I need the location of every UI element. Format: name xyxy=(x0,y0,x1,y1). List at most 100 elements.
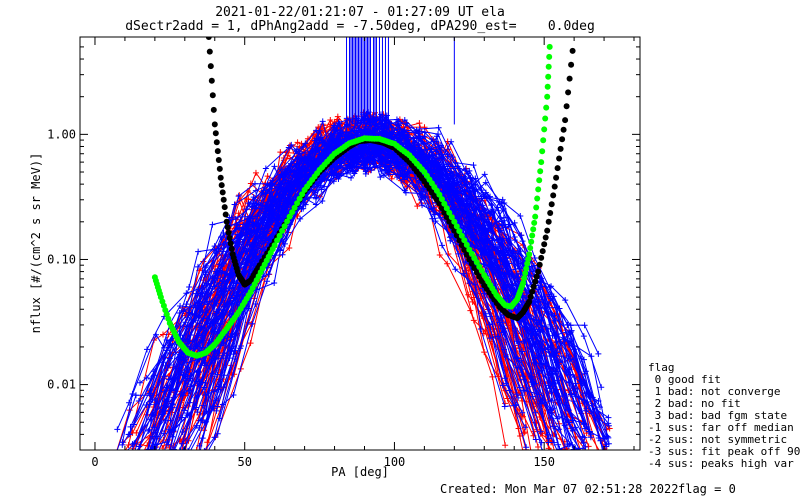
data-point-cross xyxy=(218,269,225,276)
data-point-cross xyxy=(472,188,479,195)
data-point-cross xyxy=(535,444,542,450)
data-point-cross xyxy=(500,214,507,221)
data-point-cross xyxy=(499,382,506,389)
x-tick-label: 50 xyxy=(237,455,251,469)
data-point-cross xyxy=(519,238,526,245)
data-point-cross xyxy=(583,405,590,412)
data-point-cross xyxy=(514,278,521,285)
fit-dot xyxy=(547,210,554,216)
fit-dot xyxy=(544,227,551,234)
data-point-cross xyxy=(444,188,451,195)
data-point-cross xyxy=(499,325,506,332)
data-point-cross xyxy=(160,331,166,338)
data-point-cross xyxy=(556,452,562,458)
fit-dot xyxy=(228,245,235,252)
data-point-cross xyxy=(263,207,270,214)
data-point-cross xyxy=(431,211,438,218)
data-point-cross xyxy=(580,333,587,340)
data-point-cross xyxy=(513,401,520,408)
data-point-cross xyxy=(132,451,138,457)
legend-item: -4 sus: peaks high var xyxy=(648,457,794,470)
data-point-cross xyxy=(555,441,562,448)
data-point-cross xyxy=(537,428,544,435)
data-point-cross xyxy=(144,346,151,353)
data-point-cross xyxy=(528,326,535,333)
data-point-cross xyxy=(150,452,156,458)
data-point-cross xyxy=(187,447,189,450)
data-point-cross xyxy=(351,170,358,177)
fit-dot xyxy=(451,218,458,225)
data-point-cross xyxy=(489,373,496,380)
data-point-cross xyxy=(209,221,216,228)
data-point-cross xyxy=(278,171,285,178)
data-point-cross xyxy=(551,312,558,319)
legend-item: -2 sus: not symmetric xyxy=(648,433,787,446)
data-point-cross xyxy=(166,355,173,362)
data-point-cross xyxy=(433,138,440,145)
data-point-cross xyxy=(595,350,602,357)
fit-dot xyxy=(276,232,283,239)
data-point-cross xyxy=(186,338,193,345)
fit-dot xyxy=(563,103,570,110)
data-point-cross xyxy=(502,442,509,449)
fit-dot xyxy=(520,279,527,286)
data-point-cross xyxy=(545,439,552,446)
data-point-cross xyxy=(196,442,203,449)
data-point-cross xyxy=(520,373,527,380)
data-point-cross xyxy=(454,163,461,170)
data-point-cross xyxy=(550,293,557,300)
data-point-cross xyxy=(198,362,205,369)
series-line xyxy=(158,123,604,450)
data-point-cross xyxy=(264,181,271,188)
data-point-cross xyxy=(283,186,290,193)
fit-dot xyxy=(533,204,540,211)
fit-dot xyxy=(225,229,232,236)
fit-dot xyxy=(526,298,533,305)
data-point-cross xyxy=(599,435,606,442)
fit-dot xyxy=(534,195,541,202)
data-point-cross xyxy=(520,387,527,394)
data-point-cross xyxy=(515,250,522,257)
data-point-cross xyxy=(545,431,552,438)
fit-dot xyxy=(226,235,233,241)
data-point-cross xyxy=(565,406,572,413)
data-point-cross xyxy=(214,275,221,282)
data-point-cross xyxy=(455,207,462,214)
data-point-cross xyxy=(286,245,293,252)
data-point-cross xyxy=(585,454,591,460)
fit-dot xyxy=(529,288,536,295)
data-point-cross xyxy=(263,228,270,235)
data-point-cross xyxy=(395,120,402,127)
legend-item: -1 sus: far off median xyxy=(648,421,794,434)
data-point-cross xyxy=(245,305,252,312)
data-point-cross xyxy=(136,379,143,386)
data-point-cross xyxy=(129,391,136,398)
data-point-cross xyxy=(166,342,173,349)
fit-dot xyxy=(542,234,549,241)
data-point-cross xyxy=(232,331,239,338)
data-point-cross xyxy=(111,457,117,463)
fit-dot xyxy=(545,218,552,225)
data-point-cross xyxy=(536,305,543,312)
data-point-cross xyxy=(603,441,610,448)
data-point-cross xyxy=(470,162,477,169)
data-point-cross xyxy=(598,384,605,391)
fit-dot xyxy=(209,92,216,99)
chart-title-line1: 2021-01-22/01:21:07 - 01:27:09 UT ela xyxy=(215,5,505,20)
data-point-cross xyxy=(385,151,392,158)
fit-dot xyxy=(284,218,291,225)
data-point-cross xyxy=(214,430,221,437)
data-point-cross xyxy=(535,317,542,324)
data-point-cross xyxy=(126,453,132,459)
data-point-cross xyxy=(482,179,489,186)
data-point-cross xyxy=(249,203,256,210)
data-point-cross xyxy=(153,331,160,338)
data-point-cross xyxy=(153,453,159,459)
data-point-cross xyxy=(262,165,269,172)
data-point-cross xyxy=(511,219,518,226)
data-point-cross xyxy=(276,192,283,199)
fit-dot xyxy=(557,145,564,152)
data-point-cross xyxy=(137,456,143,462)
fit-dot xyxy=(528,238,535,245)
data-point-cross xyxy=(195,285,202,292)
